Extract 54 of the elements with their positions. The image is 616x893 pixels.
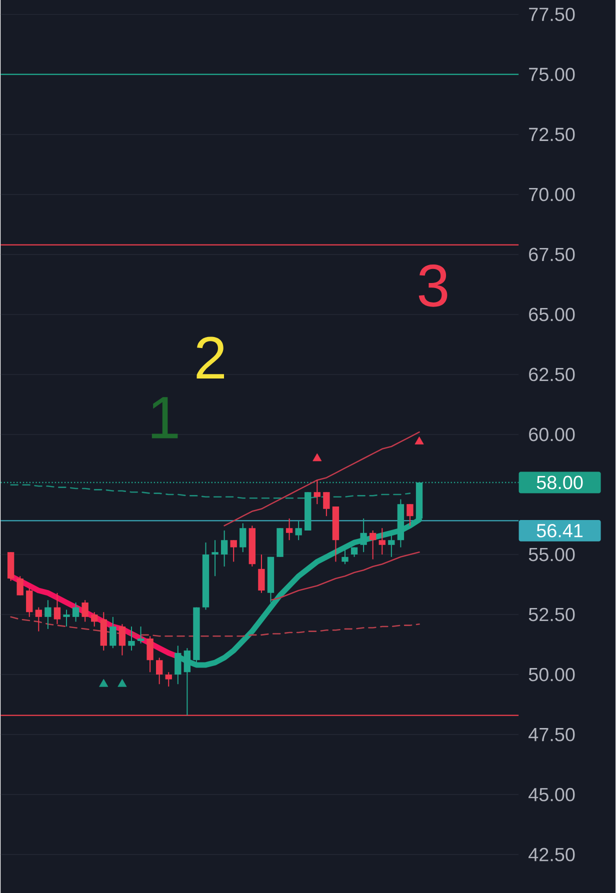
candlestick [212, 540, 219, 577]
line-series [224, 431, 420, 526]
y-tick-label: 62.50 [529, 368, 575, 382]
y-tick-label: 72.50 [529, 128, 575, 142]
candlestick [323, 492, 330, 517]
candlestick [82, 600, 89, 622]
candlestick [286, 518, 293, 541]
line-series [270, 551, 420, 601]
candlestick [138, 626, 144, 644]
y-tick-label: 77.50 [529, 8, 575, 22]
y-tick-label: 55.00 [529, 548, 575, 562]
y-tick-label: 67.50 [529, 248, 575, 262]
candlestick [91, 612, 98, 628]
candlestick [146, 636, 154, 673]
candlestick [295, 520, 302, 541]
point [99, 678, 108, 687]
candlestick [314, 480, 321, 505]
point [118, 678, 127, 687]
y-tick-label: 75.00 [529, 68, 575, 82]
y-tick-label: 47.50 [528, 728, 575, 742]
candlestick [240, 522, 246, 553]
candlestick [406, 504, 414, 526]
candlestick [72, 602, 80, 622]
y-tick-label: 65.00 [529, 308, 575, 322]
candlestick [44, 600, 52, 630]
candlestick [370, 530, 376, 560]
candlestick [128, 626, 136, 652]
annotation: 2 [196, 336, 224, 379]
y-tick-label: 50.00 [529, 668, 575, 682]
y-tick-label: 42.50 [528, 848, 575, 862]
y-tick-label: 45.00 [528, 788, 575, 802]
annotation: 1 [152, 397, 178, 438]
candlestick [119, 624, 126, 656]
annotation: 3 [419, 264, 448, 307]
candlestick [26, 588, 33, 618]
candlestick [342, 549, 349, 565]
point [414, 436, 424, 444]
candlestick [221, 530, 228, 568]
candlestick [156, 657, 163, 685]
y-tick-label: 60.00 [529, 428, 575, 442]
candlestick [54, 592, 61, 625]
candlestick [165, 672, 172, 688]
ref-line-label: 56.41 [537, 524, 583, 538]
candlestick [378, 528, 386, 556]
y-tick-label: 52.50 [529, 608, 575, 622]
ref-line-label: 58.00 [537, 476, 583, 490]
candlestick [16, 576, 24, 596]
point [312, 453, 322, 462]
candlestick [36, 606, 42, 632]
y-tick-label: 70.00 [529, 188, 575, 202]
candlestick [230, 540, 238, 562]
candlestick [63, 609, 70, 628]
candlestick [258, 554, 265, 594]
candlestick [110, 616, 116, 649]
